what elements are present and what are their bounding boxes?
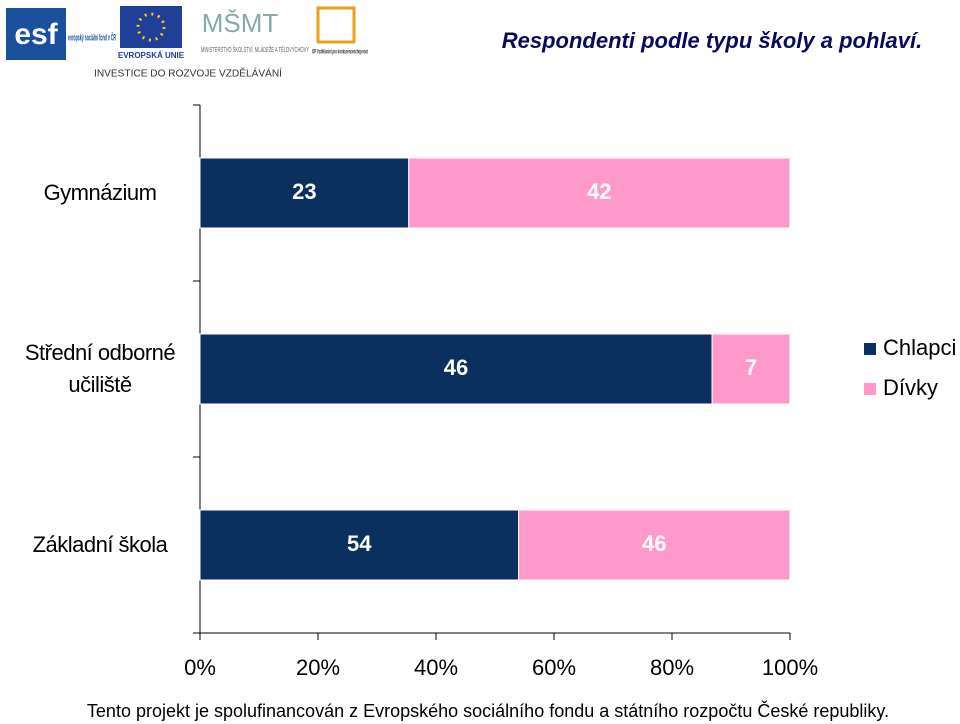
logo-text: MINISTERSTVO ŠKOLSTVÍ, MLÁDEŽE A TĚLOVÝC… — [201, 45, 309, 54]
x-tick-label: 100% — [762, 655, 818, 680]
value-label: 46 — [642, 531, 666, 556]
legend-label: Chlapci — [883, 335, 956, 360]
logo-text: OP Vzdělávání pro konkurenceschopnost — [312, 50, 368, 56]
x-tick-label: 20% — [296, 655, 340, 680]
chart-title: Respondenti podle typu školy a pohlaví. — [502, 28, 923, 53]
legend-label: Dívky — [883, 375, 938, 400]
bar-segment — [199, 509, 520, 581]
bar-segment — [408, 157, 791, 229]
value-label: 54 — [347, 531, 372, 556]
footer: Tento projekt je spolufinancován z Evrop… — [87, 700, 889, 721]
x-tick-label: 80% — [650, 655, 694, 680]
x-tick-label: 0% — [184, 655, 216, 680]
logos: esf evropský sociální fond v ČR EVROPSKÁ… — [6, 6, 368, 80]
bar-segment — [199, 157, 410, 229]
value-label: 23 — [292, 179, 316, 204]
legend-swatch — [864, 383, 876, 395]
legend-swatch — [864, 343, 876, 355]
eu-stars — [136, 12, 166, 42]
category-label: Střední odborné učiliště — [24, 340, 176, 397]
value-label: 42 — [587, 179, 611, 204]
value-label: 46 — [444, 355, 468, 380]
esf-logo — [6, 8, 66, 60]
x-tick-label: 40% — [414, 655, 458, 680]
esf-mark: esf — [14, 18, 58, 51]
msmt-mark: MŠMT — [202, 8, 279, 38]
logo-text: evropský sociální fond v ČR — [68, 31, 116, 42]
eu-flag — [120, 6, 182, 48]
category-label: Gymnázium — [43, 180, 157, 205]
bar-segment — [518, 509, 791, 581]
op-logo — [316, 6, 356, 44]
bar-segment — [199, 333, 713, 405]
value-label: 7 — [745, 355, 757, 380]
x-tick-label: 60% — [532, 655, 576, 680]
logo-text: EVROPSKÁ UNIE — [118, 51, 185, 60]
slogan: INVESTICE DO ROZVOJE VZDĚLÁVÁNÍ — [94, 67, 282, 80]
bar-segment — [711, 333, 791, 405]
category-label: Základní škola — [32, 532, 168, 557]
